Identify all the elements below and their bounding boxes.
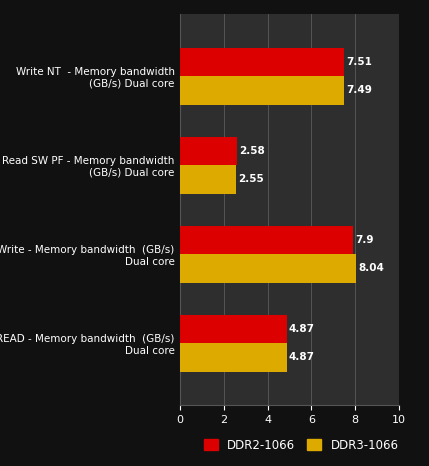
- Bar: [180, 137, 237, 165]
- Text: 2.58: 2.58: [239, 146, 265, 156]
- Bar: [180, 343, 287, 371]
- Text: 4.87: 4.87: [289, 324, 315, 334]
- Text: 7.49: 7.49: [346, 85, 372, 96]
- Text: 7.51: 7.51: [347, 57, 372, 67]
- Text: 2.55: 2.55: [238, 174, 264, 185]
- Text: 4.87: 4.87: [289, 352, 315, 363]
- Bar: [180, 76, 344, 105]
- Bar: [180, 226, 353, 254]
- Legend: DDR2-1066, DDR3-1066: DDR2-1066, DDR3-1066: [204, 439, 399, 452]
- Bar: [180, 165, 236, 194]
- Bar: [180, 48, 344, 76]
- Text: 8.04: 8.04: [358, 263, 384, 274]
- Bar: [180, 315, 287, 343]
- Text: 7.9: 7.9: [355, 235, 374, 245]
- Bar: [180, 254, 356, 283]
